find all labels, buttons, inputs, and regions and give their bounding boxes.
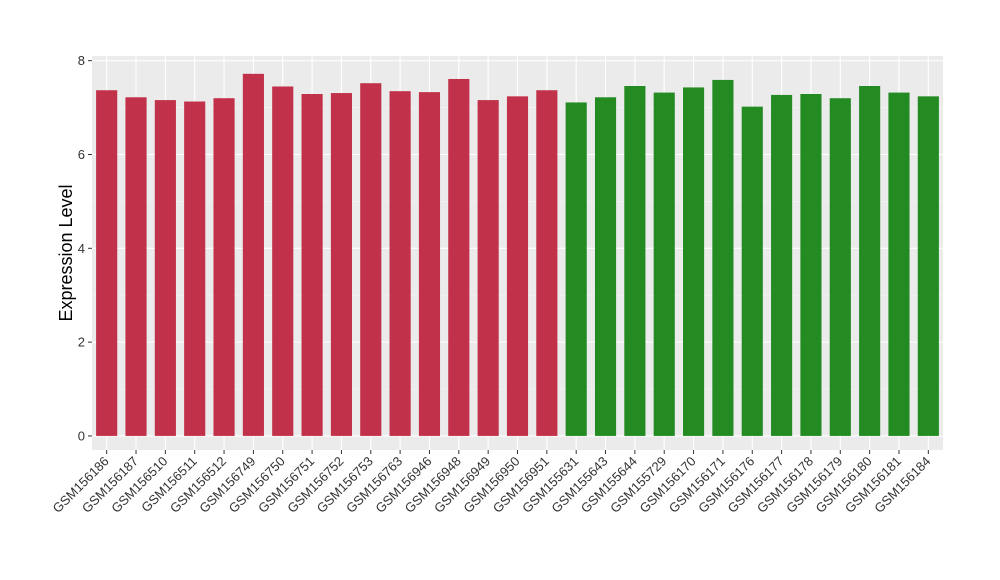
bars [96,73,939,436]
bar-GSM155644 [624,86,646,436]
y-tick-label: 6 [78,147,85,162]
bar-GSM156753 [360,83,382,436]
bar-GSM156510 [154,100,176,436]
bar-GSM156763 [389,91,411,436]
bar-GSM156187 [125,97,147,436]
bar-GSM156950 [506,96,529,436]
bar-GSM156511 [184,101,206,436]
bar-GSM156186 [96,90,118,436]
y-tick-label: 8 [78,53,85,68]
y-axis-title: Expression Level [56,184,76,321]
bar-GSM156176 [741,106,763,436]
bar-GSM156179 [829,98,851,436]
bar-GSM156178 [800,93,822,436]
bar-GSM156948 [448,78,470,436]
bar-GSM156512 [213,98,235,436]
bar-GSM156951 [536,90,558,436]
bar-GSM156181 [888,92,910,436]
bar-GSM156946 [418,92,441,436]
bar-GSM156749 [242,73,264,436]
y-tick-label: 0 [78,428,85,443]
bar-GSM156170 [683,87,705,436]
y-axis: 0 2 4 6 8 [78,53,92,443]
y-tick-label: 2 [78,335,85,350]
bar-GSM156751 [301,93,323,436]
bar-GSM155631 [565,102,587,436]
bar-GSM156171 [712,79,734,436]
bar-GSM156949 [477,100,499,436]
bar-GSM156750 [272,86,294,436]
bar-GSM155643 [594,97,617,436]
bar-GSM156184 [917,96,939,436]
x-axis: GSM156186GSM156187GSM156510GSM156511GSM1… [50,450,933,516]
bar-GSM155729 [653,92,675,436]
bar-GSM156177 [771,94,793,436]
bar-GSM156752 [330,93,352,436]
y-tick-label: 4 [78,241,85,256]
bar-GSM156180 [859,86,881,436]
